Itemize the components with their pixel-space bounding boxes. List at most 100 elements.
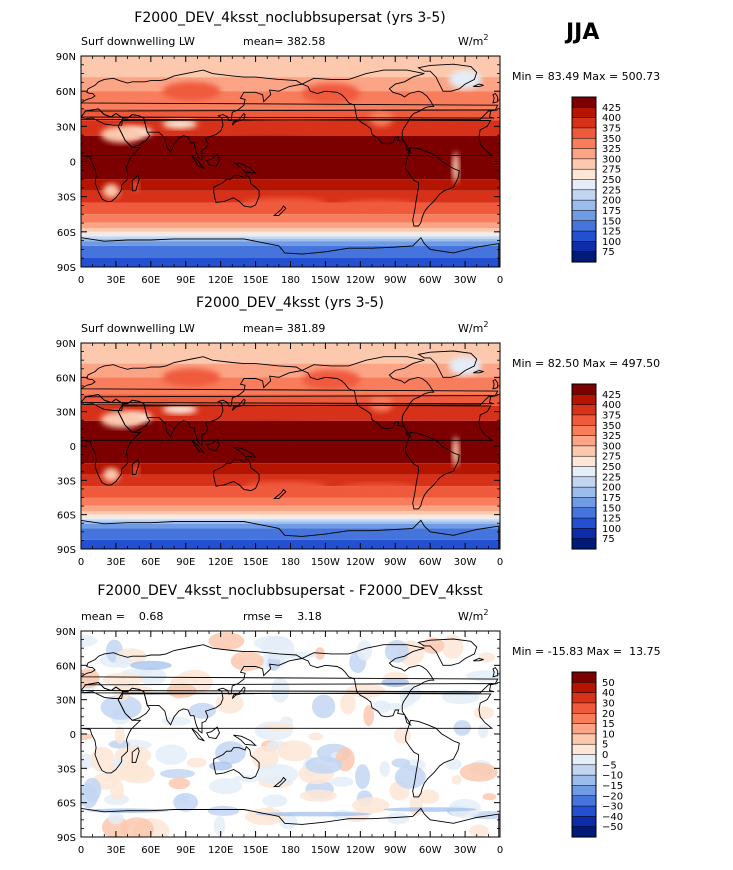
lon-tick-label: 30E [106, 557, 125, 568]
lon-tick-label: 90W [384, 557, 407, 568]
colorbar-label: 75 [602, 534, 615, 545]
lon-tick-label: 180 [281, 275, 300, 286]
lat-tick-label: 30N [56, 122, 76, 133]
panel-2-units: W/m2 [458, 320, 488, 335]
colorbar-swatch [571, 251, 597, 263]
contour-feature [102, 672, 143, 687]
contour-feature [477, 724, 489, 739]
contour-band [81, 190, 500, 203]
colorbar-swatch [571, 199, 597, 211]
lon-tick-label: 30W [454, 845, 477, 856]
contour-feature [372, 700, 391, 714]
lon-tick-label: 150E [243, 557, 268, 568]
contour-feature [213, 815, 226, 837]
colorbar-swatch [571, 445, 597, 457]
coastline [81, 236, 500, 267]
contour-band [81, 234, 500, 237]
lon-tick-label: 120W [346, 275, 375, 286]
coastline [417, 638, 478, 666]
coastline [417, 63, 478, 92]
lat-tick-label: 60N [56, 87, 76, 98]
contour-feature [208, 778, 243, 795]
contour-feature [215, 741, 246, 765]
contour-feature [197, 138, 338, 157]
colorbar-label: 200 [602, 483, 621, 494]
contour-band [81, 245, 500, 258]
coastline [81, 519, 500, 549]
contour-feature [242, 481, 327, 493]
panel-2: F2000_DEV_4ksst (yrs 3-5) Surf downwelli… [56, 295, 660, 568]
colorbar-label: 75 [602, 247, 615, 258]
contour-feature [451, 774, 462, 785]
contour-feature [352, 797, 390, 814]
contour-band [81, 523, 500, 529]
colorbar-label: 375 [602, 123, 621, 134]
colorbar-swatch [571, 435, 597, 447]
contour-feature [82, 777, 102, 803]
colorbar-label: 225 [602, 472, 621, 483]
contour-feature [129, 660, 172, 670]
lat-tick-label: 0 [70, 158, 76, 169]
colorbar-swatch [571, 117, 597, 129]
colorbar-label: 150 [602, 503, 621, 514]
colorbar-swatch [571, 702, 597, 714]
contour-band [81, 497, 500, 506]
coastline [272, 488, 287, 500]
contour-band [81, 377, 500, 395]
contour-feature [262, 794, 288, 808]
coastline [81, 356, 499, 446]
contour-band [81, 108, 500, 121]
colorbar-swatch [571, 394, 597, 406]
lon-tick-label: 60E [141, 275, 160, 286]
lon-tick-label: 0 [497, 275, 503, 286]
coastline [191, 727, 205, 742]
contour-band [81, 179, 500, 191]
contour-feature [100, 126, 143, 143]
coastline [272, 205, 287, 216]
contour-feature [173, 792, 199, 812]
coastline [492, 379, 499, 390]
contour-feature [444, 758, 462, 770]
lon-tick-label: 120E [208, 845, 233, 856]
contour-feature [355, 764, 370, 790]
colorbar-swatch [571, 764, 597, 776]
contour-band [81, 519, 500, 522]
lon-tick-label: 0 [497, 557, 503, 568]
colorbar-label: 375 [602, 410, 621, 421]
coastline [233, 446, 257, 458]
contour-feature [452, 152, 460, 183]
contour-band [81, 91, 500, 109]
colorbar-swatch [571, 189, 597, 201]
colorbar-swatch [571, 805, 597, 817]
lat-tick-label: 60S [57, 511, 76, 522]
colorbar-label: 15 [602, 719, 615, 730]
lat-tick-label: 90N [56, 627, 76, 638]
colorbar-swatch [571, 148, 597, 160]
lat-tick-label: 90N [56, 339, 76, 350]
contour-feature [302, 369, 361, 390]
contour-band [81, 231, 500, 235]
lat-tick-label: 0 [70, 730, 76, 741]
contour-feature [399, 686, 416, 707]
coastline [206, 438, 221, 452]
contour-feature [244, 808, 286, 826]
colorbar-swatch [571, 210, 597, 222]
colorbar-swatch [571, 425, 597, 437]
lon-tick-label: 150W [311, 557, 340, 568]
panel-3-units: W/m2 [458, 608, 488, 623]
colorbar-label: 125 [602, 514, 621, 525]
colorbar-label: 175 [602, 206, 621, 217]
colorbar-label: 125 [602, 227, 621, 238]
lat-tick-label: 0 [70, 442, 76, 453]
panel-3-title: F2000_DEV_4ksst_noclubbsupersat - F2000_… [97, 583, 483, 599]
lat-tick-label: 90N [56, 52, 76, 63]
colorbar-label: 425 [602, 390, 621, 401]
contour-feature [469, 824, 489, 837]
colorbar-label: −40 [602, 812, 623, 823]
lon-tick-label: 60E [141, 557, 160, 568]
contour-feature [103, 183, 120, 198]
contour-feature [208, 632, 245, 651]
lon-tick-label: 180 [281, 845, 300, 856]
contour-feature [114, 726, 125, 744]
